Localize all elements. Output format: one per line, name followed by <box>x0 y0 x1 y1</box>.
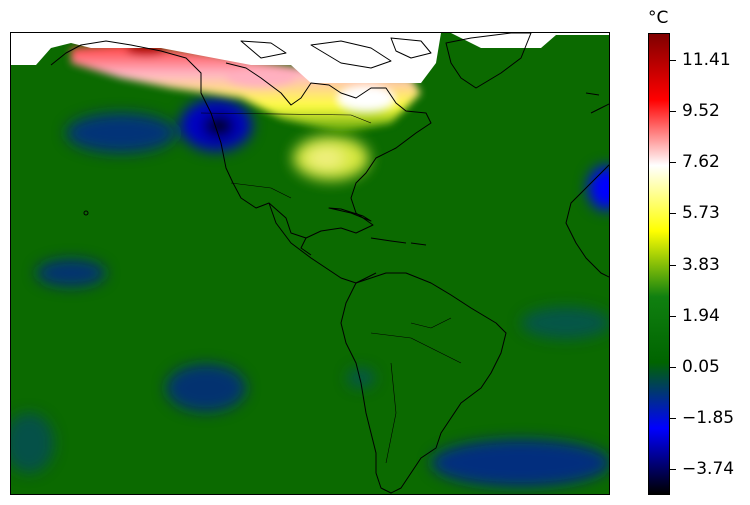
colorbar-tick <box>670 59 676 61</box>
colorbar-tick-label: 0.05 <box>682 356 720 377</box>
colorbar-tick <box>670 418 676 419</box>
colorbar-tick-label: 7.62 <box>682 152 720 173</box>
colorbar-tick-label: 3.83 <box>682 254 720 275</box>
colorbar-tick-label: 1.94 <box>682 305 720 326</box>
colorbar-tick <box>670 110 676 112</box>
colorbar-tick <box>670 315 676 317</box>
colorbar-tick <box>670 213 676 215</box>
colorbar-tick <box>670 366 676 368</box>
colorbar <box>648 33 670 495</box>
anomaly-field <box>11 99 609 487</box>
colorbar-tick <box>670 264 676 266</box>
coastlines <box>50 33 609 494</box>
colorbar-tick-label: 9.52 <box>682 100 720 121</box>
colorbar-unit-label: °C <box>648 8 669 28</box>
colorbar-tick <box>670 469 676 471</box>
map-panel <box>10 32 610 495</box>
colorbar-tick-label: 5.73 <box>682 203 720 224</box>
colorbar-tick-label: −1.85 <box>682 408 735 428</box>
colorbar-tick <box>670 162 676 164</box>
colorbar-tick-label: 11.41 <box>682 49 731 70</box>
map-svg <box>11 33 609 494</box>
colorbar-tick-label: −3.74 <box>682 459 735 480</box>
no-data-mask <box>11 33 609 83</box>
